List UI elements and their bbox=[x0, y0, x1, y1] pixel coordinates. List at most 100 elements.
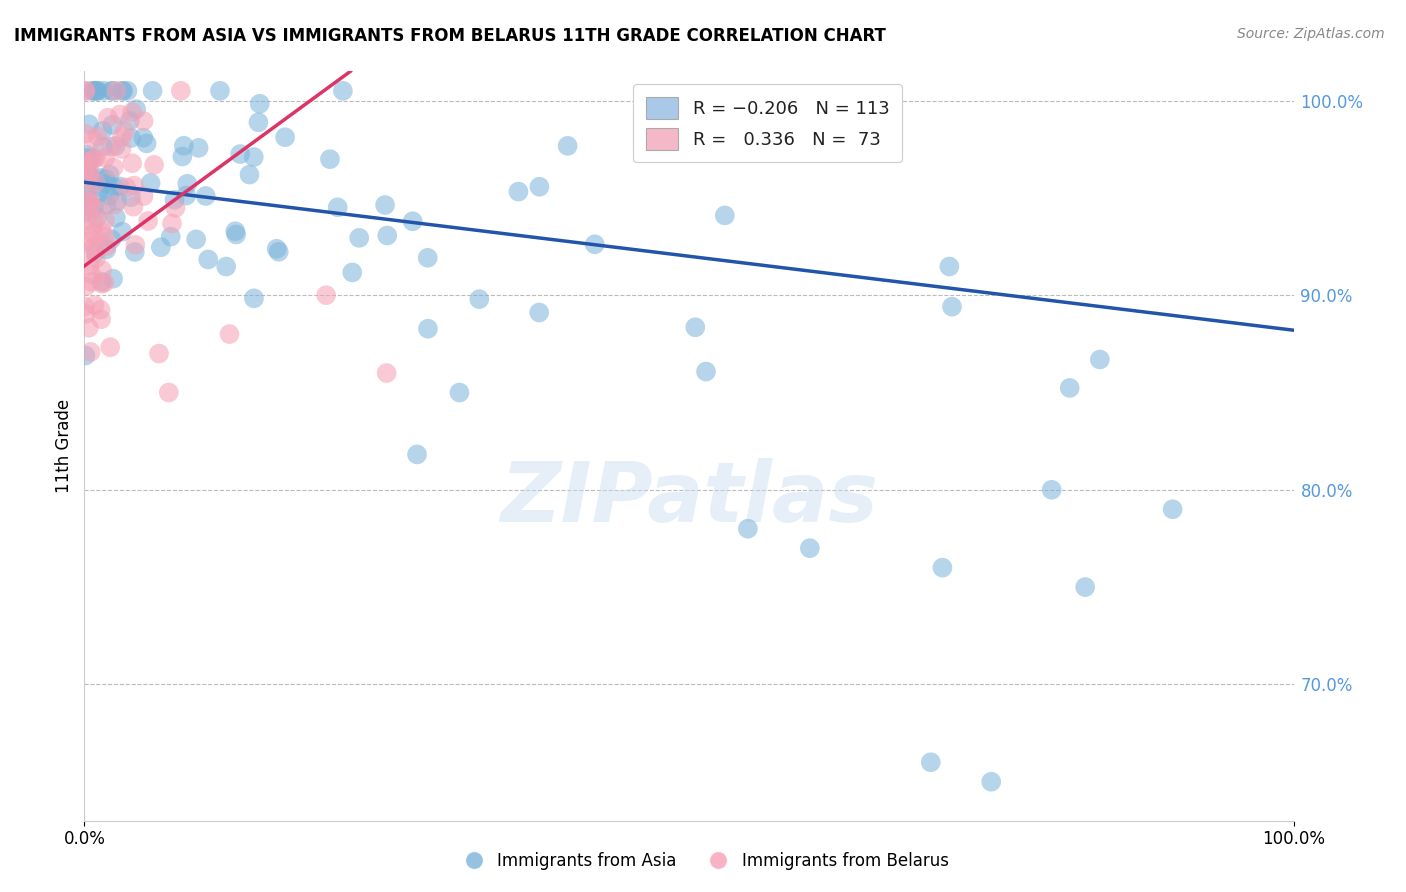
Point bbox=[342, 265, 364, 279]
Point bbox=[332, 84, 354, 98]
Point bbox=[90, 277, 112, 291]
Point bbox=[94, 213, 117, 227]
Point bbox=[114, 124, 136, 138]
Text: IMMIGRANTS FROM ASIA VS IMMIGRANTS FROM BELARUS 11TH GRADE CORRELATION CHART: IMMIGRANTS FROM ASIA VS IMMIGRANTS FROM … bbox=[14, 27, 886, 45]
Point bbox=[159, 229, 181, 244]
Point bbox=[529, 179, 551, 194]
Point bbox=[187, 141, 209, 155]
Point bbox=[247, 115, 270, 129]
Point bbox=[125, 102, 148, 116]
Point bbox=[101, 118, 124, 132]
Point bbox=[75, 84, 97, 98]
Point bbox=[224, 224, 246, 238]
Point bbox=[112, 84, 135, 98]
Point bbox=[84, 176, 107, 190]
Point bbox=[83, 239, 105, 253]
Point bbox=[77, 117, 100, 131]
Point bbox=[83, 225, 105, 239]
Point bbox=[267, 244, 290, 259]
Point bbox=[135, 136, 157, 151]
Point bbox=[101, 84, 124, 98]
Point bbox=[104, 139, 127, 153]
Point bbox=[103, 161, 125, 175]
Point bbox=[84, 251, 107, 265]
Point bbox=[468, 292, 491, 306]
Point bbox=[86, 129, 108, 144]
Point bbox=[101, 271, 124, 285]
Point bbox=[75, 307, 97, 321]
Point bbox=[104, 198, 127, 212]
Point bbox=[120, 131, 142, 145]
Point bbox=[82, 227, 104, 242]
Point bbox=[143, 158, 166, 172]
Point bbox=[980, 774, 1002, 789]
Point bbox=[215, 260, 238, 274]
Point bbox=[1074, 580, 1097, 594]
Point bbox=[132, 189, 155, 203]
Point bbox=[76, 190, 98, 204]
Point bbox=[402, 214, 425, 228]
Point bbox=[76, 153, 98, 168]
Point bbox=[136, 214, 159, 228]
Y-axis label: 11th Grade: 11th Grade bbox=[55, 399, 73, 493]
Point bbox=[527, 305, 550, 319]
Point bbox=[76, 164, 98, 178]
Point bbox=[132, 130, 155, 145]
Point bbox=[208, 84, 231, 98]
Point bbox=[80, 84, 103, 98]
Legend: Immigrants from Asia, Immigrants from Belarus: Immigrants from Asia, Immigrants from Be… bbox=[451, 846, 955, 877]
Point bbox=[93, 84, 115, 98]
Point bbox=[75, 161, 97, 175]
Point bbox=[80, 242, 103, 256]
Point bbox=[77, 171, 100, 186]
Point bbox=[90, 170, 112, 185]
Point bbox=[375, 366, 398, 380]
Point bbox=[695, 365, 717, 379]
Point bbox=[406, 447, 429, 461]
Point bbox=[121, 156, 143, 170]
Point bbox=[76, 147, 98, 161]
Point bbox=[80, 197, 103, 211]
Point bbox=[103, 180, 125, 194]
Point bbox=[86, 211, 108, 225]
Point bbox=[122, 200, 145, 214]
Point bbox=[118, 113, 141, 128]
Point bbox=[98, 188, 121, 202]
Point bbox=[75, 213, 97, 227]
Point bbox=[105, 194, 128, 208]
Point bbox=[83, 152, 105, 166]
Point bbox=[319, 152, 342, 166]
Point bbox=[249, 96, 271, 111]
Point bbox=[274, 130, 297, 145]
Point bbox=[79, 259, 101, 273]
Point bbox=[111, 84, 134, 98]
Point bbox=[105, 84, 128, 98]
Point bbox=[83, 217, 105, 231]
Point bbox=[100, 84, 122, 98]
Point bbox=[347, 231, 370, 245]
Point bbox=[132, 114, 155, 128]
Point bbox=[121, 105, 143, 120]
Point bbox=[174, 188, 197, 202]
Point bbox=[79, 164, 101, 178]
Point bbox=[80, 152, 103, 166]
Point bbox=[77, 320, 100, 334]
Point bbox=[120, 190, 142, 204]
Point bbox=[76, 198, 98, 212]
Point bbox=[90, 312, 112, 326]
Point bbox=[89, 180, 111, 194]
Point bbox=[148, 346, 170, 360]
Point bbox=[91, 263, 114, 277]
Point bbox=[75, 349, 97, 363]
Point bbox=[90, 224, 112, 238]
Point bbox=[73, 300, 96, 314]
Point bbox=[938, 260, 960, 274]
Point bbox=[142, 84, 165, 98]
Point bbox=[94, 171, 117, 186]
Point bbox=[83, 298, 105, 312]
Point bbox=[94, 230, 117, 244]
Point bbox=[186, 232, 208, 246]
Point bbox=[326, 200, 349, 214]
Point bbox=[170, 84, 193, 98]
Point bbox=[79, 345, 101, 359]
